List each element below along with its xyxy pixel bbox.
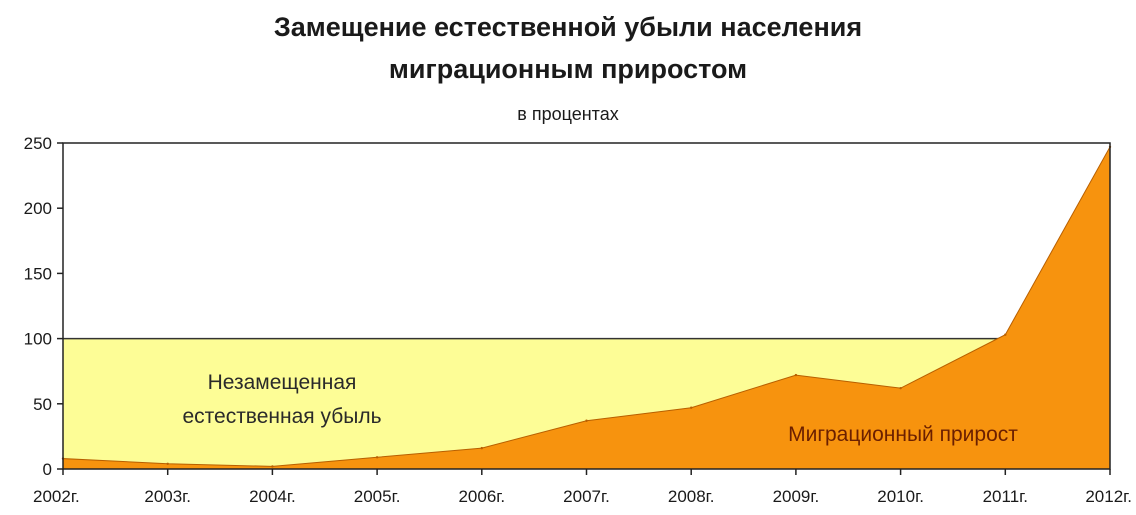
chart-title-line2: миграционным приростом [388,54,748,84]
x-tick-label: 2010г. [877,487,924,506]
x-tick-label: 2008г. [668,487,715,506]
data-point [794,373,798,377]
data-point [585,419,588,422]
data-point [375,456,379,459]
y-tick-label: 150 [24,264,52,283]
annotation-migration: Миграционный прирост [788,423,1018,446]
y-tick-label: 100 [24,330,52,349]
x-tick-label: 2011г. [983,487,1028,506]
data-point [1004,333,1007,336]
y-tick-label: 250 [24,134,52,153]
data-point [166,462,169,465]
x-tick-label: 2003г. [144,487,191,506]
x-tick-label: 2005г. [354,487,401,506]
chart-title-line1: Замещение естественной убыли населения [273,12,863,42]
y-tick-label: 50 [33,395,52,414]
plot-area [61,142,1112,470]
x-tick-label: 2012г. [1085,487,1132,506]
data-point [899,386,902,390]
annotations: Незамещенная естественная убыль Миграцио… [182,371,1018,446]
y-tick-label: 200 [24,199,52,218]
x-axis: 2002г. 2003г. 2004г. 2005г. 2006г. 2007г. 2008… [33,469,1132,506]
annotation-unreplaced-line1: Незамещенная [208,371,357,394]
data-point [271,465,274,468]
y-tick-label: 0 [43,460,52,479]
chart-subtitle: в процентах [517,104,619,124]
x-tick-label: 2007г. [563,487,610,506]
x-tick-label: 2009г. [773,487,820,506]
x-tick-label: 2006г. [458,487,505,506]
data-point [690,406,693,409]
y-axis: 0 50 100 150 200 250 [24,134,63,479]
x-tick-label: 2004г. [249,487,296,506]
data-point [480,446,483,450]
x-tick-label: 2002г. [33,487,80,506]
series-area-migration [62,144,1111,470]
annotation-unreplaced-line2: естественная убыль [182,405,381,428]
